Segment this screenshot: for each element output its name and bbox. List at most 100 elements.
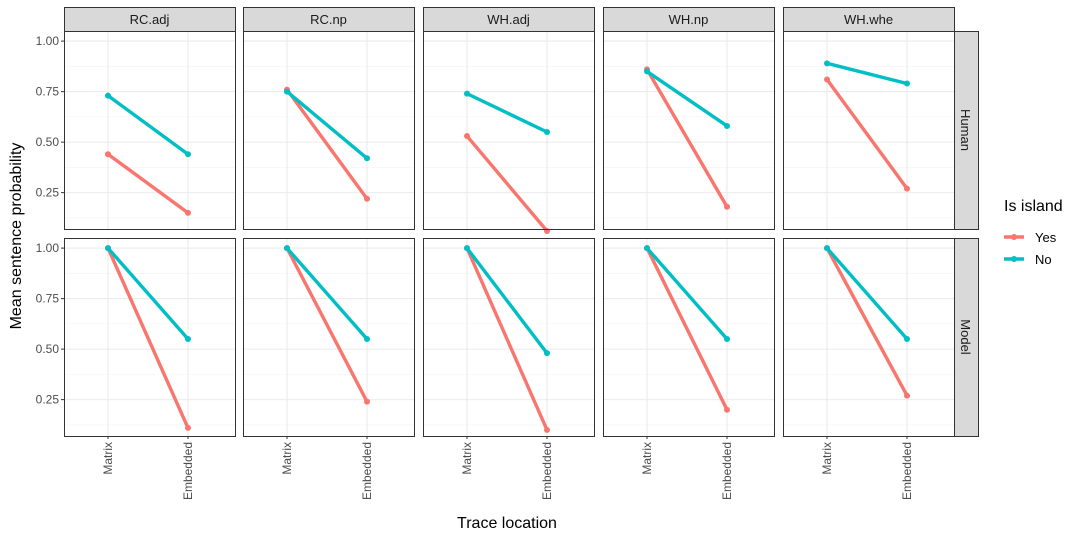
panel-border (603, 31, 775, 230)
x-tick-label: Matrix (640, 442, 654, 475)
panel-background (423, 238, 595, 437)
facet-strip-col-RC.np: RC.np (243, 7, 415, 32)
legend-key-point (1011, 234, 1017, 240)
panel-Model-WH.adj (423, 238, 595, 437)
panel-border (603, 238, 775, 437)
panel-background (243, 238, 415, 437)
data-point-no (724, 336, 730, 343)
facet-panels (64, 31, 955, 437)
data-point-no (544, 129, 550, 136)
strip-label: WH.adj (487, 12, 530, 27)
y-tick-label: 0.25 (36, 186, 60, 200)
data-point-no (824, 60, 830, 67)
data-point-no (644, 68, 650, 75)
panel-Model-RC.np (243, 238, 415, 437)
legend-label: No (1035, 252, 1052, 267)
strip-background (423, 7, 595, 32)
strip-label: RC.adj (130, 12, 170, 27)
strip-background (603, 7, 775, 32)
panel-Human-WH.whe (783, 31, 955, 230)
panel-border (423, 238, 595, 437)
legend-title: Is island (1004, 198, 1063, 215)
data-point-no (464, 90, 470, 97)
facet-strip-row-Human: Human (954, 31, 979, 230)
data-point-no (464, 245, 470, 252)
x-tick-label: Embedded (720, 442, 734, 500)
panel-background (603, 31, 775, 230)
data-point-yes (724, 203, 730, 210)
x-tick-label: Embedded (360, 442, 374, 500)
data-point-no (644, 245, 650, 252)
panel-Human-RC.adj (64, 31, 236, 230)
data-point-yes (544, 228, 550, 235)
series-line-yes (465, 247, 549, 431)
series-line-yes (285, 247, 369, 403)
panel-border (783, 238, 955, 437)
panel-Human-WH.np (603, 31, 775, 230)
series-line-no (106, 94, 190, 156)
panel-Model-RC.adj (64, 238, 236, 437)
legend-key-point (1011, 256, 1017, 262)
data-point-no (904, 336, 910, 343)
data-point-yes (464, 133, 470, 140)
panel-background (64, 31, 236, 230)
panel-border (243, 31, 415, 230)
y-axis-title: Mean sentence probability (8, 143, 25, 330)
y-tick-label: 1.00 (36, 34, 60, 48)
legend-entry-yes: Yes (1004, 230, 1057, 245)
data-point-no (824, 245, 830, 252)
data-point-no (185, 151, 191, 158)
series-line-yes (825, 78, 909, 190)
series-line-no (466, 92, 548, 134)
data-point-no (724, 122, 730, 129)
data-point-no (544, 350, 550, 357)
panel-Model-WH.np (603, 238, 775, 437)
x-tick-label: Matrix (460, 442, 474, 475)
data-point-no (364, 155, 370, 162)
series-line-no (106, 246, 190, 341)
strip-label: Model (958, 319, 973, 355)
data-point-no (364, 336, 370, 343)
data-point-no (105, 245, 111, 252)
panel-background (783, 31, 955, 230)
series-line-no (826, 61, 908, 86)
facet-strip-col-RC.adj: RC.adj (64, 7, 236, 32)
series-line-no (285, 246, 369, 341)
panel-background (64, 238, 236, 437)
data-point-no (284, 245, 290, 252)
data-point-yes (105, 151, 111, 158)
series-line-no (645, 246, 729, 341)
panel-background (423, 31, 595, 230)
strip-background (954, 31, 979, 230)
facet-strip-col-WH.whe: WH.whe (783, 7, 955, 32)
x-tick-label: Matrix (280, 442, 294, 475)
x-tick-label: Embedded (900, 442, 914, 500)
facet-strips: RC.adj RC.np WH.adj WH.np WH.whe Human Model (64, 7, 979, 437)
data-point-yes (824, 76, 830, 83)
x-axis-ticks: Matrix Embedded Matrix Embedded Matrix Embedd… (101, 436, 914, 500)
facet-strip-col-WH.adj: WH.adj (423, 7, 595, 32)
legend-entries: Yes No (1004, 230, 1057, 267)
series-line-yes (106, 247, 190, 429)
x-tick-label: Matrix (820, 442, 834, 475)
panel-background (783, 238, 955, 437)
data-point-yes (904, 392, 910, 399)
panel-background (603, 238, 775, 437)
y-tick-label: 1.00 (36, 241, 60, 255)
data-point-no (185, 336, 191, 343)
series-line-yes (645, 68, 729, 208)
strip-label: Human (958, 109, 973, 151)
strip-label: RC.np (310, 12, 347, 27)
y-tick-label: 0.50 (36, 135, 60, 149)
legend: Is island Yes No (1004, 198, 1063, 267)
series-line-yes (645, 247, 729, 411)
panel-border (64, 31, 236, 230)
legend-label: Yes (1035, 230, 1057, 245)
y-tick-label: 0.75 (36, 85, 60, 99)
data-point-no (105, 92, 111, 99)
series-line-no (646, 70, 728, 128)
panel-Human-WH.adj (423, 31, 595, 235)
strip-background (954, 238, 979, 437)
panel-border (64, 238, 236, 437)
data-point-yes (364, 398, 370, 405)
